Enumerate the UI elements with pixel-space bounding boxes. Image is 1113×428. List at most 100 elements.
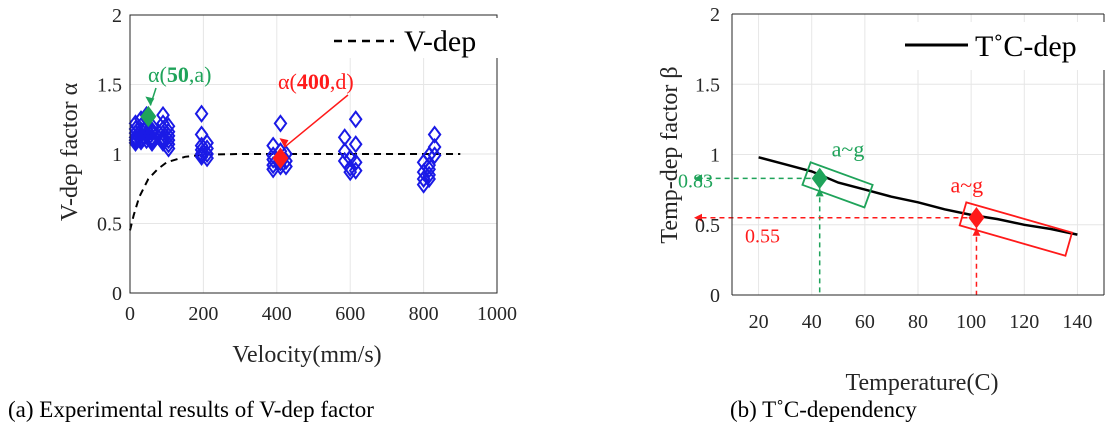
panel-b-legend-label: T˚C-dep — [975, 30, 1077, 63]
panel-b-h-arrowhead — [694, 174, 702, 183]
panel-b-x-tick-label: 100 — [956, 311, 986, 333]
panel-a-data-point — [422, 165, 436, 185]
panel-a-data-point — [416, 175, 431, 194]
panel-b-range-label: a~g — [832, 136, 865, 161]
panel-a-data-point — [161, 130, 176, 150]
panel-a-axes-box — [129, 14, 498, 294]
panel-b-x-tick-label: 40 — [802, 311, 822, 333]
panel-b-v-arrowhead — [972, 227, 981, 236]
panel-a-highlight-label-bold: 400 — [297, 69, 330, 94]
panel-a-legend-box — [326, 18, 504, 58]
panel-a-data-point — [145, 133, 159, 153]
panel-a-x-label: Velocity(mm/s) — [232, 342, 381, 368]
panel-b-y-tick-label: 1 — [710, 145, 720, 167]
panel-a-data-point — [161, 139, 176, 158]
panel-b-value-label: 0.83 — [678, 170, 713, 192]
panel-a-scatter-series — [128, 104, 442, 194]
panel-b-x-tick-label: 80 — [908, 311, 928, 333]
panel-b-legend: T˚C-dep — [900, 22, 1108, 70]
panel-a-x-tick-label: 400 — [262, 303, 292, 325]
panel-a-data-point — [427, 125, 442, 144]
panel-a-line-series — [129, 153, 461, 231]
panel-a-data-point — [422, 169, 436, 189]
panel-a-highlight-label-bold: 50 — [167, 62, 189, 87]
panel-a-data-point — [427, 146, 442, 165]
panel-a-data-point — [194, 104, 209, 123]
panel-a-data-point — [348, 110, 363, 129]
panel-b-x-label: Temperature(C) — [846, 370, 999, 396]
panel-b-x-tick-label: 140 — [1062, 311, 1092, 333]
panel-b-markers: 0.83 a~g 0.55 a~g — [678, 136, 1074, 295]
panel-a-x-tick-label: 0 — [125, 303, 135, 325]
panel-b-y-tick-label: 2 — [710, 4, 720, 26]
panel-b: 0.83 a~g 0.55 a~g 20 40 60 80 100 120 140 0 0.5 1 1.5… — [657, 4, 1108, 422]
panel-a-data-point — [422, 160, 436, 179]
panel-a-highlight-label-prefix: α( — [278, 69, 297, 94]
panel-a-highlight-label-prefix: α( — [148, 62, 167, 87]
panel-a-data-point — [416, 169, 431, 189]
panel-a-data-point — [161, 135, 176, 154]
panel-b-x-tick-label: 120 — [1009, 311, 1039, 333]
panel-a-ticks: 0 200 400 600 800 1000 0 0.5 1 1.5 2 — [97, 5, 517, 325]
panel-b-value-label: 0.55 — [745, 226, 780, 248]
panel-a-legend-label: V-dep — [404, 25, 476, 58]
panel-a-data-point — [200, 149, 214, 168]
panel-a-x-tick-label: 200 — [188, 303, 218, 325]
panel-a-highlight-label-suffix: ,a) — [189, 62, 212, 87]
panel-b-range-label: a~g — [950, 173, 983, 198]
panel-a-data-point — [200, 144, 214, 164]
panel-a-highlight-arrowhead — [279, 138, 289, 148]
panel-b-y-label: Temp-dep factor β — [657, 66, 683, 243]
panel-b-ticks: 20 40 60 80 100 120 140 0 0.5 1 1.5 2 — [695, 4, 1092, 333]
panel-a-data-point — [427, 137, 442, 157]
panel-a-highlight-label-suffix: ,d) — [330, 69, 354, 94]
panel-a-highlight-label: α(400,d) — [278, 69, 354, 94]
panel-a-x-tick-label: 800 — [409, 303, 439, 325]
panel-b-x-tick-label: 60 — [855, 311, 875, 333]
panel-a-axes — [129, 14, 498, 294]
panel-a-y-label: V-dep factor α — [57, 82, 83, 221]
panel-a: α(50,a) α(400,d) 0 200 400 600 800 100000.511.… — [8, 5, 517, 422]
panel-b-h-arrowhead — [694, 213, 702, 222]
panel-a-highlight-label: α(50,a) — [148, 62, 211, 87]
panel-a-y-tick-label: 2 — [112, 5, 122, 27]
panel-a-x-tick-label: 600 — [335, 303, 365, 325]
panel-b-range-box — [958, 201, 1074, 257]
panel-a-data-point — [348, 161, 363, 180]
panel-b-marker-point — [811, 167, 828, 190]
panel-b-x-tick-label: 20 — [749, 311, 769, 333]
panel-a-data-point — [348, 153, 363, 172]
panel-a-data-point — [161, 122, 176, 141]
panel-b-range-box — [801, 161, 874, 209]
panel-a-y-tick-label: 0.5 — [97, 214, 122, 236]
panel-b-y-tick-label: 0.5 — [695, 215, 720, 237]
panel-a-highlight-point — [140, 105, 157, 128]
panel-a-x-tick-label: 1000 — [477, 303, 517, 325]
panel-a-data-point — [273, 157, 288, 176]
panel-a-v-dep-line — [129, 153, 461, 231]
panel-a-highlights: α(50,a) α(400,d) — [140, 62, 354, 169]
panel-a-legend: V-dep — [326, 18, 504, 58]
panel-a-highlight-point — [272, 147, 289, 169]
panel-a-y-tick-label: 1 — [112, 144, 122, 166]
panel-b-marker-point — [968, 207, 985, 229]
panel-b-v-arrowhead — [815, 188, 824, 197]
panel-a-y-tick-label: 1.5 — [97, 75, 122, 97]
panel-a-caption: (a) Experimental results of V-dep factor — [8, 397, 374, 422]
panel-a-data-point — [161, 126, 176, 146]
panel-a-data-point — [200, 139, 214, 158]
panel-a-data-point — [145, 121, 159, 140]
panel-b-y-tick-label: 1.5 — [695, 74, 720, 96]
panel-b-caption: (b) T˚C-dependency — [730, 397, 917, 422]
panel-a-data-point — [145, 123, 159, 143]
panel-a-highlight-arrowhead — [145, 96, 155, 106]
panel-a-highlight-arrow — [283, 94, 349, 148]
panel-a-data-point — [145, 130, 159, 150]
panel-a-data-point — [266, 160, 281, 179]
panel-b-y-tick-label: 0 — [710, 285, 720, 307]
panel-b-temp-dep-line — [758, 156, 1078, 236]
panel-a-y-tick-label: 0 — [112, 283, 122, 305]
panel-a-data-point — [343, 162, 358, 182]
panel-b-line-series — [758, 156, 1078, 236]
